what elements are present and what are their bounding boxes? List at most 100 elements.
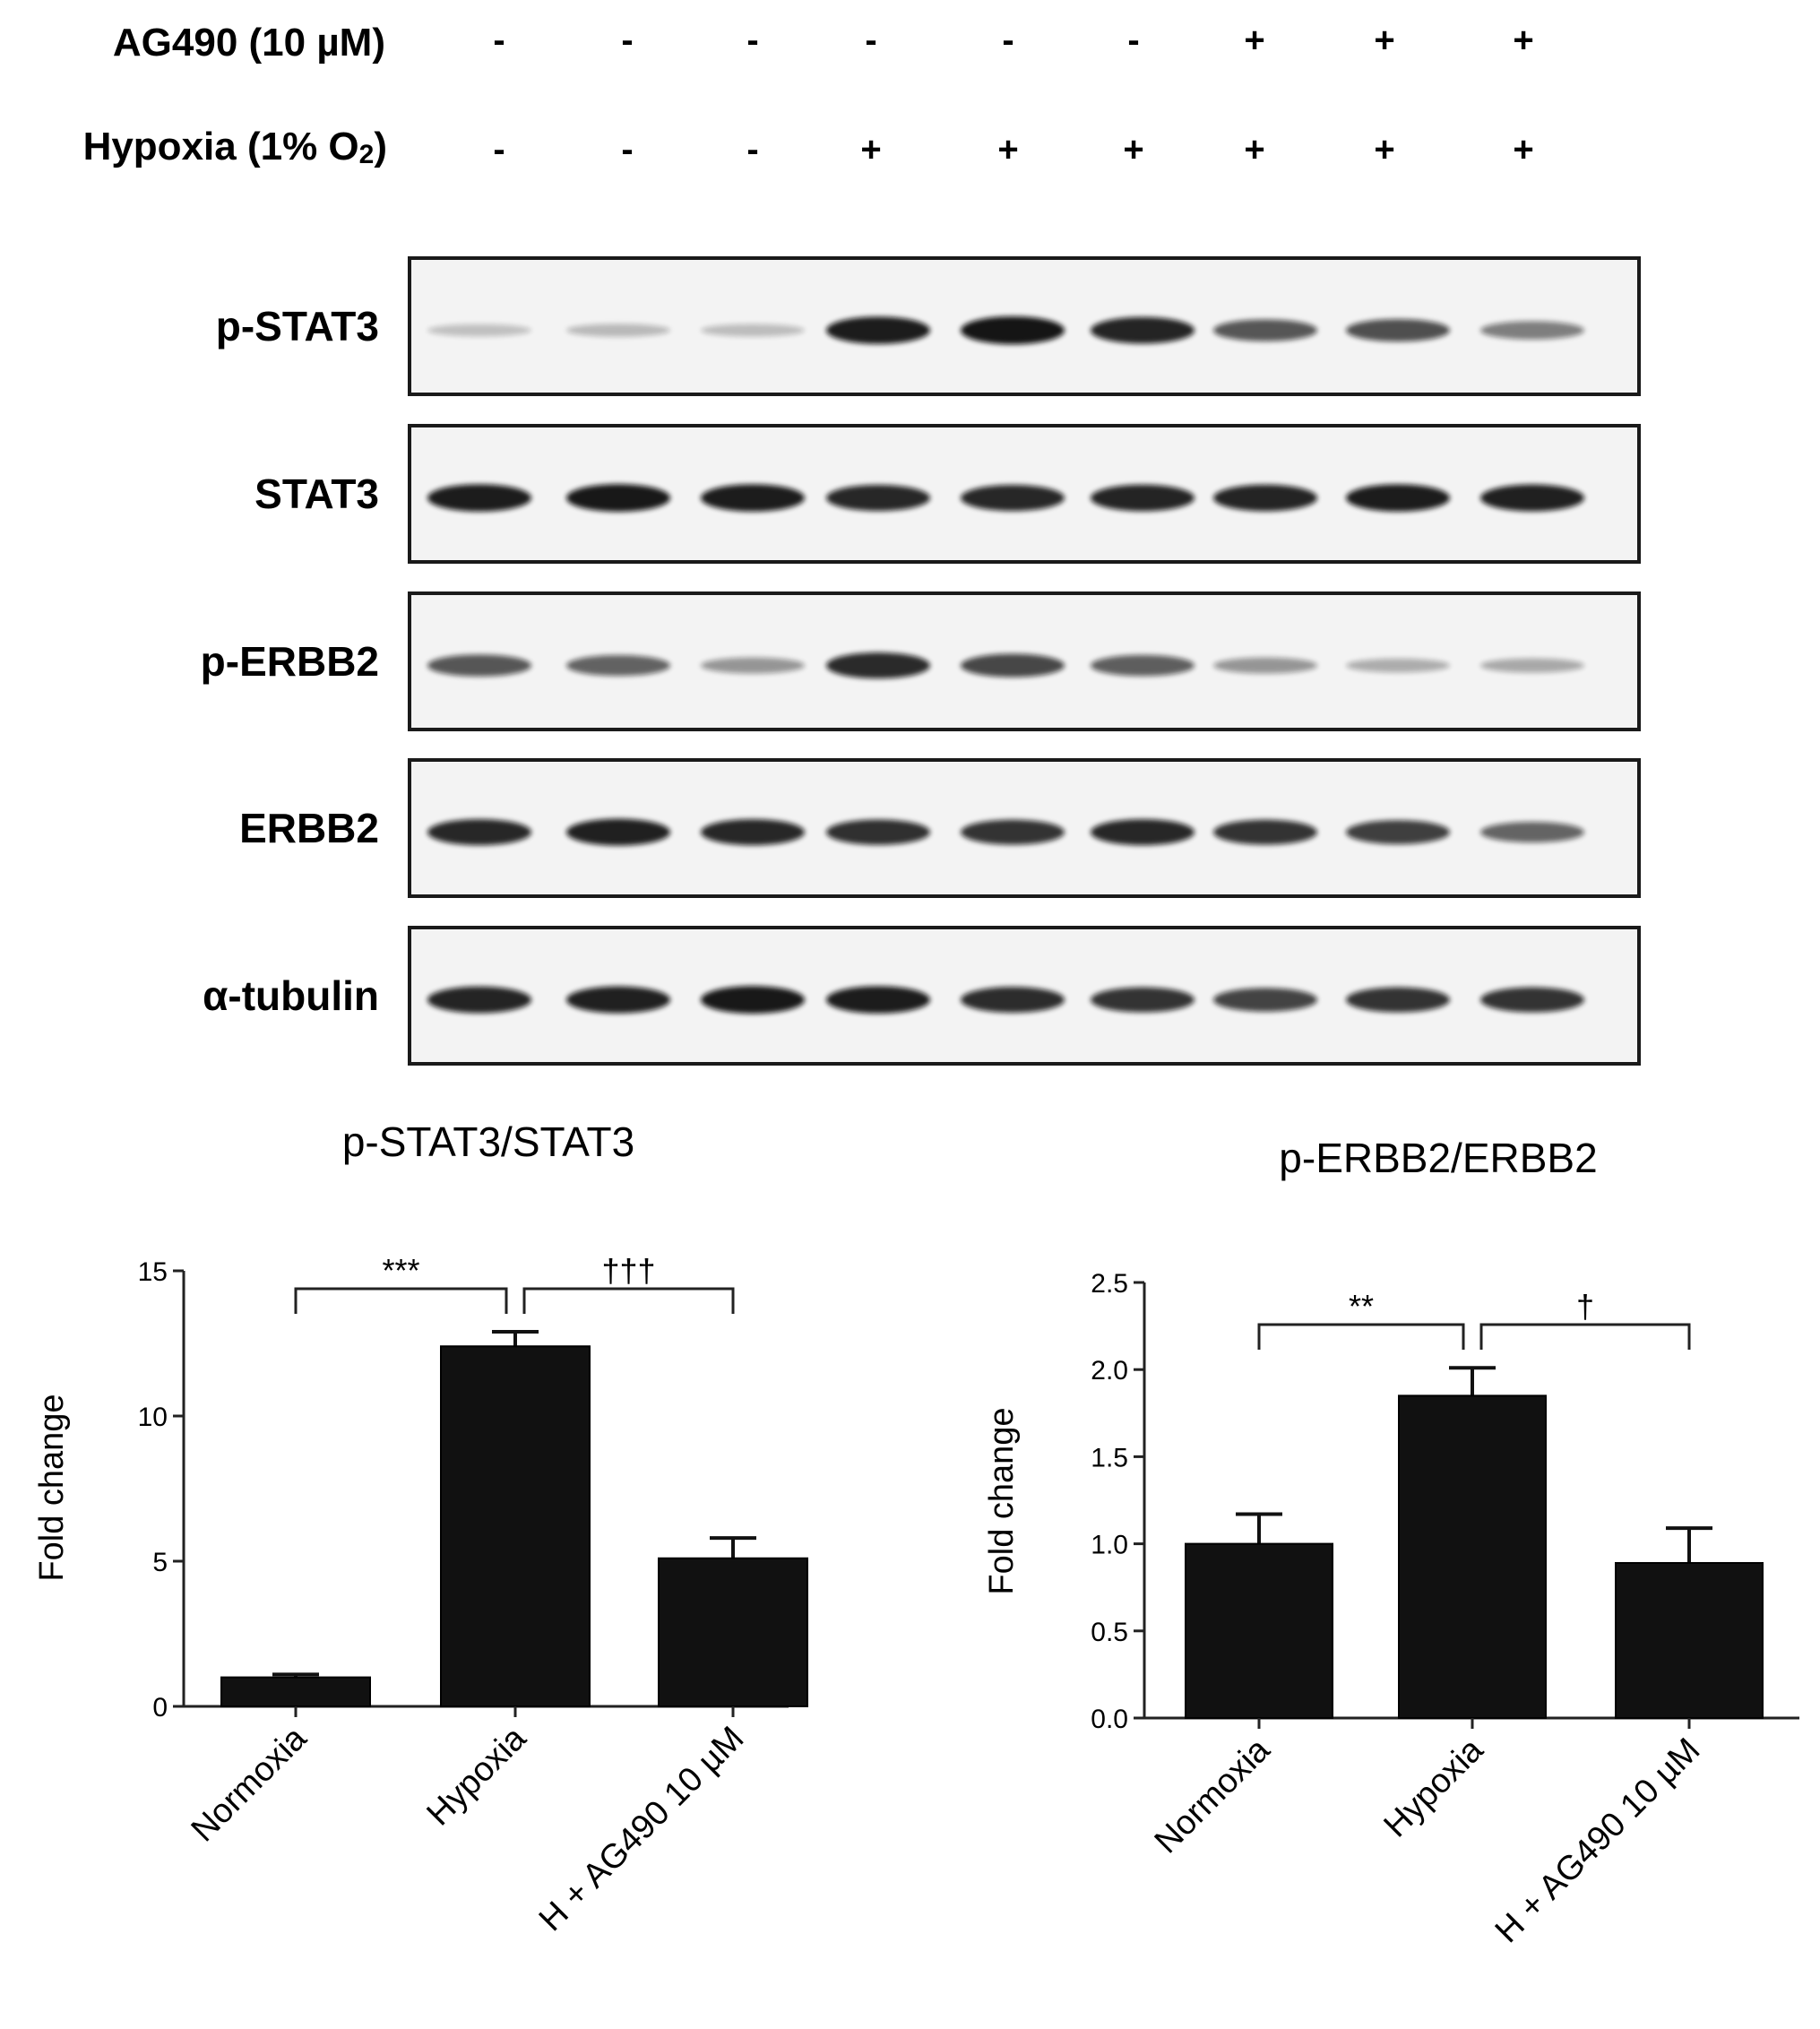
significance-bracket (522, 1287, 735, 1314)
blot-band (1213, 819, 1317, 845)
treatment-sign: + (1513, 130, 1533, 169)
treatment-sign: - (1127, 21, 1139, 60)
blot-band (1091, 818, 1195, 846)
treatment-sign: - (621, 21, 633, 60)
blot-band (427, 818, 531, 846)
treatment-label-hypoxia: Hypoxia (1% O2) (83, 125, 387, 169)
blot-band (566, 324, 670, 337)
blot-band (701, 324, 805, 337)
blot-band (1346, 318, 1450, 342)
blot-band (701, 657, 805, 674)
blot-label: p-ERBB2 (201, 638, 379, 685)
blot-band (961, 653, 1065, 678)
blot-panel: ERBB2 (239, 758, 1641, 898)
blot-band (427, 324, 531, 337)
y-axis-label-right: Fold change (983, 1407, 1021, 1594)
significance-label: † (1576, 1288, 1594, 1325)
blot-band (826, 484, 930, 512)
treatment-sign: - (746, 130, 758, 169)
blot-band (1091, 987, 1195, 1013)
treatment-sign: + (1374, 130, 1394, 169)
blot-band (701, 484, 805, 512)
treatment-sign: - (493, 130, 505, 169)
blot-band (1213, 319, 1317, 341)
chart-title-right: p-ERBB2/ERBB2 (1279, 1135, 1597, 1181)
x-category-label: H + AG490 10 µM (1488, 1731, 1708, 1951)
blot-panel: p-ERBB2 (201, 591, 1641, 731)
blot-label: p-STAT3 (216, 303, 379, 350)
blot-band (961, 484, 1065, 512)
treatment-sign: + (1244, 21, 1264, 60)
blot-band (961, 315, 1065, 345)
y-tick-label: 1.0 (1091, 1531, 1128, 1560)
treatment-sign: + (1244, 130, 1264, 169)
significance-bracket (294, 1287, 508, 1314)
blot-band (701, 986, 805, 1014)
treatment-sign: + (1513, 21, 1533, 60)
blot-band (566, 986, 670, 1014)
y-tick-label: 5 (152, 1548, 168, 1577)
treatment-label-ag490: AG490 (10 µM) (113, 21, 385, 65)
significance-label: ††† (601, 1252, 655, 1289)
hypoxia-sign-row: - - - + + + + + + (493, 130, 1533, 169)
blot-band (566, 654, 670, 677)
blot-band (1346, 987, 1450, 1013)
y-tick-label: 10 (138, 1403, 168, 1432)
y-tick-label: 0 (152, 1693, 168, 1722)
blot-band (961, 987, 1065, 1013)
chart-title-left: p-STAT3/STAT3 (342, 1118, 634, 1165)
chart-p-erbb2-erbb2: p-ERBB2/ERBB2 Fold change 0.0 0.5 1.0 1.5 2.… (983, 1135, 1799, 1950)
blot-panel: α-tubulin (203, 926, 1641, 1066)
treatment-sign: + (997, 130, 1018, 169)
bar (440, 1345, 591, 1707)
significance-bracket (1479, 1323, 1691, 1350)
chart-p-stat3-stat3: p-STAT3/STAT3 Fold change 0 5 10 15 Normoxia… (33, 1118, 808, 1939)
blot-band (826, 316, 930, 344)
blot-band (427, 484, 531, 512)
y-tick-label: 0.5 (1091, 1618, 1128, 1647)
blot-band (1346, 658, 1450, 673)
blot-band (826, 652, 930, 679)
x-category-label: Normoxia (1148, 1731, 1278, 1861)
y-tick-label: 15 (138, 1257, 168, 1287)
blot-band (427, 654, 531, 677)
blot-label: α-tubulin (203, 972, 379, 1019)
blot-band (1480, 658, 1584, 673)
blot-band (1480, 321, 1584, 340)
y-axis-label-left: Fold change (33, 1394, 71, 1581)
blot-band (1480, 987, 1584, 1013)
x-category-label: Hypoxia (1377, 1731, 1491, 1844)
bar (1615, 1561, 1764, 1720)
x-category-label: H + AG490 10 µM (532, 1720, 752, 1939)
treatment-sign: - (746, 21, 758, 60)
blot-band (1346, 820, 1450, 844)
blot-band (1091, 484, 1195, 512)
blot-band (1480, 822, 1584, 843)
blot-band (566, 818, 670, 846)
y-tick-label: 0.0 (1091, 1705, 1128, 1734)
ag490-sign-row: - - - - - - + + + (493, 21, 1533, 60)
blot-band (961, 819, 1065, 845)
blot-panel: STAT3 (254, 424, 1641, 564)
blot-band (1346, 484, 1450, 512)
x-category-label: Hypoxia (420, 1719, 534, 1833)
blot-band (826, 819, 930, 845)
blot-band (427, 986, 531, 1014)
treatment-sign: - (493, 21, 505, 60)
blot-band (1091, 654, 1195, 677)
y-tick-label: 2.5 (1091, 1269, 1128, 1299)
blot-band (566, 484, 670, 512)
y-tick-label: 2.0 (1091, 1356, 1128, 1386)
bar (658, 1557, 808, 1708)
blot-band (1480, 484, 1584, 512)
blot-panel: p-STAT3 (216, 256, 1641, 396)
blot-band (1091, 316, 1195, 344)
blot-band (1213, 484, 1317, 512)
blot-label: STAT3 (254, 471, 379, 517)
significance-label: ** (1349, 1288, 1374, 1325)
treatment-sign: - (865, 21, 876, 60)
blot-band (701, 818, 805, 846)
treatment-sign: + (860, 130, 881, 169)
significance-bracket (1257, 1323, 1465, 1350)
bar (1398, 1394, 1547, 1719)
